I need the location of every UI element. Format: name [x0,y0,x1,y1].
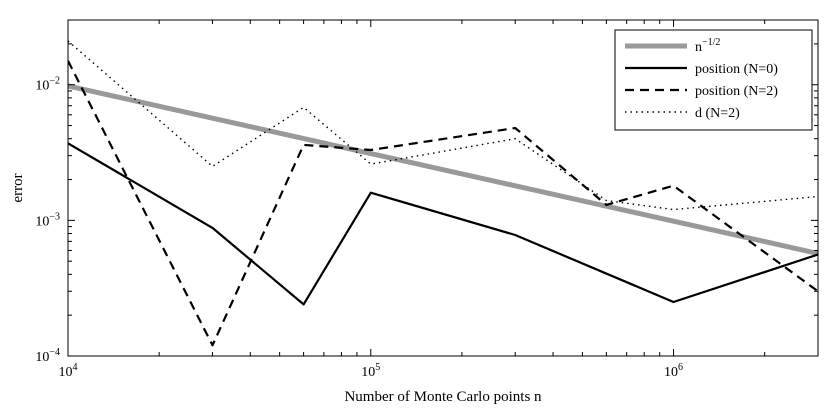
x-tick-label: 105 [361,362,380,380]
x-tick-label: 106 [664,362,683,380]
y-tick-label: 10−3 [35,211,60,229]
y-tick-label: 10−4 [35,347,60,365]
legend-label-2: position (N=2) [695,84,778,99]
x-tick-label: 104 [59,362,78,380]
series-line-1 [68,142,818,306]
legend-label-1: position (N=0) [695,62,778,77]
series-line-0 [68,83,818,256]
ticks-layer: 104 105 106 10−4 10−3 10−2 [35,19,819,380]
plot-frame [67,19,819,357]
legend-label-0: n−1/2 [695,37,720,55]
x-axis-label: Number of Monte Carlo points n [344,389,542,405]
series-layer [68,40,818,347]
series-line-2 [68,60,818,347]
y-tick-label: 10−2 [35,76,60,94]
y-axis-label: error [10,173,26,202]
series-line-3 [68,40,818,211]
legend-label-3: d (N=2) [695,106,740,121]
legend: n−1/2 position (N=0) position (N=2) d (N=2) [614,29,813,131]
